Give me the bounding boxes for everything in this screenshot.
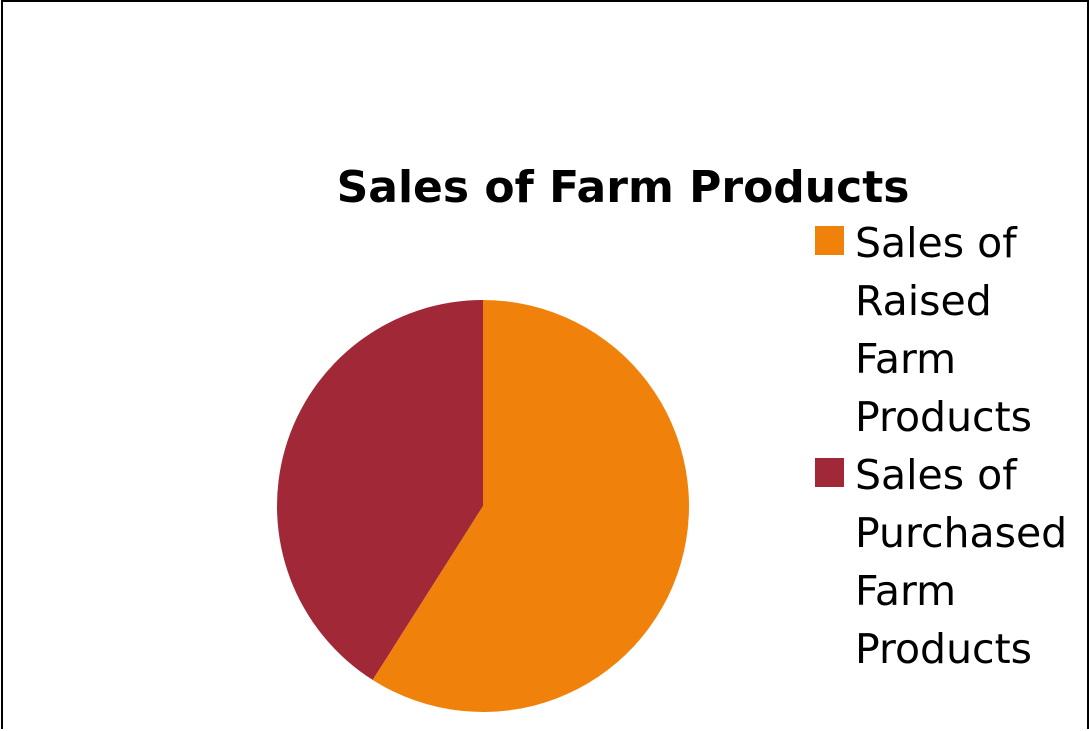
legend-label-purchased-line-4: Products [855, 625, 1033, 673]
legend-swatch-purchased [815, 458, 844, 487]
legend: Sales of Raised Farm Products Sales of P… [815, 214, 1089, 678]
legend-label-raised-line-1: Sales of [855, 219, 1017, 267]
pie-slice-raised [372, 300, 689, 712]
legend-item-raised: Sales of Raised Farm Products [815, 214, 1089, 446]
pie-slice-purchased [276, 300, 483, 680]
legend-label-purchased-line-3: Farm [855, 567, 957, 615]
legend-label-raised-line-4: Products [855, 393, 1033, 441]
legend-label-raised-line-3: Farm [855, 335, 957, 383]
legend-item-purchased: Sales of Purchased Farm Products [815, 446, 1089, 678]
legend-label-raised-line-2: Raised [855, 277, 992, 325]
legend-swatch-raised [815, 226, 844, 255]
chart-title: Sales of Farm Products [336, 162, 910, 213]
legend-label-purchased-line-1: Sales of [855, 451, 1017, 499]
pie-slices [276, 300, 689, 712]
legend-label-purchased-line-2: Purchased [855, 509, 1068, 557]
pie-chart [276, 300, 689, 712]
